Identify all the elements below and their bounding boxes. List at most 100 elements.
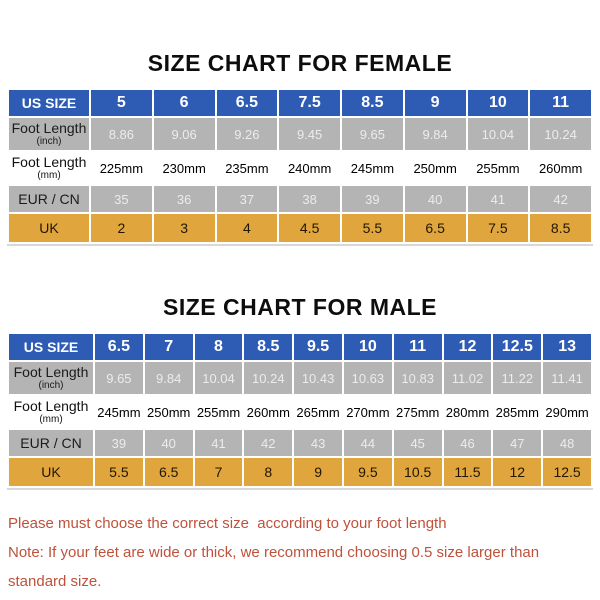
foot-length-inch-cell: 9.84 <box>404 118 466 150</box>
female-us-size-row: US SIZE 5 6 6.5 7.5 8.5 9 10 11 <box>9 90 591 116</box>
size-cell: 7 <box>144 334 193 360</box>
us-size-header-cell: US SIZE <box>9 90 89 116</box>
size-cell: 8.5 <box>342 90 403 116</box>
uk-size-cell: 10.5 <box>393 458 442 486</box>
foot-length-mm-label-cell: Foot Length (mm) <box>9 152 89 184</box>
foot-length-inch-cell: 10.43 <box>294 362 342 394</box>
foot-length-mm-cell: 290mm <box>543 396 591 428</box>
male-size-table: US SIZE 6.5 7 8 8.5 9.5 10 11 12 12.5 13… <box>7 332 593 488</box>
uk-label-cell: UK <box>9 214 89 242</box>
foot-length-mm-cell: 255mm <box>194 396 243 428</box>
size-cell: 9 <box>404 90 466 116</box>
eur-cn-cell: 40 <box>404 186 466 212</box>
foot-length-inch-cell: 9.26 <box>216 118 278 150</box>
foot-length-inch-cell: 10.04 <box>467 118 529 150</box>
size-cell: 5 <box>91 90 152 116</box>
male-uk-row: UK 5.5 6.5 7 8 9 9.5 10.5 11.5 12 12.5 <box>9 458 591 486</box>
foot-length-mm-cell: 245mm <box>342 152 403 184</box>
eur-cn-label-cell: EUR / CN <box>9 186 89 212</box>
uk-size-cell: 12.5 <box>543 458 591 486</box>
uk-size-cell: 4 <box>216 214 278 242</box>
foot-length-mm-cell: 260mm <box>530 152 591 184</box>
foot-length-mm-cell: 240mm <box>279 152 340 184</box>
foot-length-inch-cell: 10.83 <box>393 362 442 394</box>
male-us-size-row: US SIZE 6.5 7 8 8.5 9.5 10 11 12 12.5 13 <box>9 334 591 360</box>
uk-size-cell: 5.5 <box>342 214 403 242</box>
eur-cn-cell: 47 <box>493 430 542 456</box>
foot-length-inch-cell: 11.41 <box>543 362 591 394</box>
foot-length-mm-cell: 280mm <box>443 396 492 428</box>
female-size-table: US SIZE 5 6 6.5 7.5 8.5 9 10 11 Foot Len… <box>7 88 593 244</box>
uk-size-cell: 12 <box>493 458 542 486</box>
row-label: Foot Length <box>13 364 89 380</box>
foot-length-mm-cell: 250mm <box>144 396 193 428</box>
size-cell: 10 <box>343 334 392 360</box>
eur-cn-label-cell: EUR / CN <box>9 430 93 456</box>
foot-length-mm-cell: 255mm <box>467 152 529 184</box>
us-size-header-cell: US SIZE <box>9 334 93 360</box>
eur-cn-cell: 36 <box>153 186 215 212</box>
uk-size-cell: 7 <box>194 458 243 486</box>
uk-size-cell: 11.5 <box>443 458 492 486</box>
uk-label-cell: UK <box>9 458 93 486</box>
eur-cn-cell: 42 <box>530 186 591 212</box>
female-foot-length-inch-row: Foot Length (inch) 8.86 9.06 9.26 9.45 9… <box>9 118 591 150</box>
female-eur-cn-row: EUR / CN 35 36 37 38 39 40 41 42 <box>9 186 591 212</box>
foot-length-inch-cell: 9.65 <box>95 362 143 394</box>
foot-length-mm-cell: 245mm <box>95 396 143 428</box>
foot-length-mm-cell: 250mm <box>404 152 466 184</box>
foot-length-inch-cell: 10.24 <box>530 118 591 150</box>
female-chart-title: SIZE CHART FOR FEMALE <box>147 50 453 76</box>
eur-cn-cell: 48 <box>543 430 591 456</box>
foot-length-inch-cell: 10.63 <box>343 362 392 394</box>
foot-length-inch-cell: 11.22 <box>493 362 542 394</box>
size-cell: 13 <box>543 334 591 360</box>
uk-size-cell: 7.5 <box>467 214 529 242</box>
foot-length-inch-cell: 10.24 <box>244 362 293 394</box>
row-unit-label: (mm) <box>39 414 63 425</box>
foot-length-inch-label-cell: Foot Length (inch) <box>9 118 89 150</box>
uk-size-cell: 2 <box>91 214 152 242</box>
uk-size-cell: 3 <box>153 214 215 242</box>
size-cell: 6.5 <box>216 90 278 116</box>
eur-cn-cell: 40 <box>144 430 193 456</box>
male-foot-length-mm-row: Foot Length (mm) 245mm 250mm 255mm 260mm… <box>9 396 591 428</box>
uk-size-cell: 5.5 <box>95 458 143 486</box>
male-foot-length-inch-row: Foot Length (inch) 9.65 9.84 10.04 10.24… <box>9 362 591 394</box>
eur-cn-cell: 37 <box>216 186 278 212</box>
eur-cn-cell: 45 <box>393 430 442 456</box>
female-uk-row: UK 2 3 4 4.5 5.5 6.5 7.5 8.5 <box>9 214 591 242</box>
footnotes: Please must choose the correct size acco… <box>8 509 600 596</box>
foot-length-mm-cell: 265mm <box>294 396 342 428</box>
row-label: Foot Length <box>11 120 87 136</box>
foot-length-inch-label-cell: Foot Length (inch) <box>9 362 93 394</box>
foot-length-mm-cell: 275mm <box>393 396 442 428</box>
size-cell: 12 <box>443 334 492 360</box>
row-label: Foot Length <box>13 398 89 414</box>
size-cell: 6.5 <box>95 334 143 360</box>
size-cell: 9.5 <box>294 334 342 360</box>
size-cell: 8 <box>194 334 243 360</box>
eur-cn-cell: 41 <box>467 186 529 212</box>
eur-cn-cell: 44 <box>343 430 392 456</box>
size-cell: 7.5 <box>279 90 340 116</box>
eur-cn-cell: 42 <box>244 430 293 456</box>
foot-length-inch-cell: 10.04 <box>194 362 243 394</box>
uk-size-cell: 8.5 <box>530 214 591 242</box>
foot-length-inch-cell: 9.65 <box>342 118 403 150</box>
foot-length-inch-cell: 9.06 <box>153 118 215 150</box>
size-cell: 10 <box>467 90 529 116</box>
foot-length-inch-cell: 11.02 <box>443 362 492 394</box>
size-cell: 6 <box>153 90 215 116</box>
size-cell: 11 <box>393 334 442 360</box>
row-unit-label: (inch) <box>38 380 64 391</box>
eur-cn-cell: 43 <box>294 430 342 456</box>
uk-size-cell: 6.5 <box>144 458 193 486</box>
eur-cn-cell: 39 <box>95 430 143 456</box>
foot-length-mm-cell: 260mm <box>244 396 293 428</box>
foot-length-mm-label-cell: Foot Length (mm) <box>9 396 93 428</box>
uk-size-cell: 6.5 <box>404 214 466 242</box>
foot-length-mm-cell: 235mm <box>216 152 278 184</box>
uk-size-cell: 9.5 <box>343 458 392 486</box>
eur-cn-cell: 46 <box>443 430 492 456</box>
